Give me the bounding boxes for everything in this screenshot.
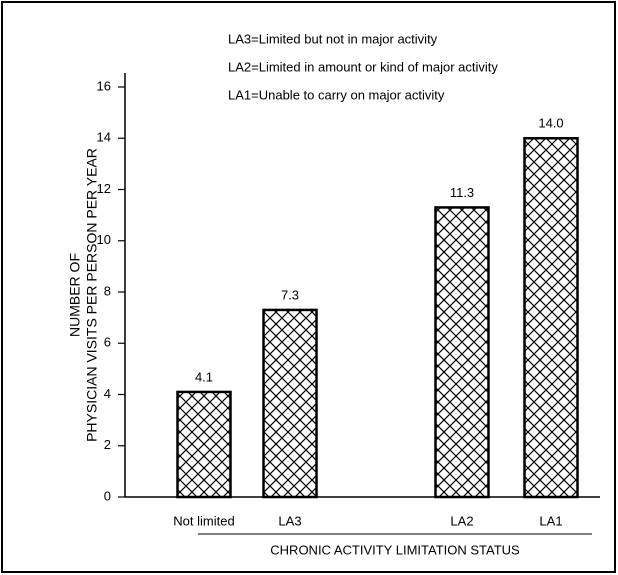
value-label: 7.3 [281, 287, 299, 302]
value-label: 11.3 [450, 185, 474, 200]
note: LA1=Unable to carry on major activity [228, 87, 445, 102]
y-tick-label: 8 [104, 283, 111, 298]
y-axis-title: PHYSICIAN VISITS PER PERSON PER YEAR [84, 148, 100, 442]
y-tick-label: 16 [97, 78, 111, 93]
bar [523, 137, 579, 499]
y-tick-label: 4 [104, 386, 111, 401]
bar [434, 206, 490, 499]
y-tick-label: 10 [97, 232, 111, 247]
x-tick-label: LA3 [278, 513, 301, 528]
y-tick-label: 12 [97, 181, 111, 196]
note: LA2=Limited in amount or kind of major a… [228, 59, 498, 74]
value-label: 4.1 [195, 369, 213, 384]
y-axis-title: NUMBER OF [67, 253, 83, 337]
value-label: 14.0 [538, 116, 563, 131]
x-tick-label: LA2 [450, 513, 473, 528]
x-axis-title: CHRONIC ACTIVITY LIMITATION STATUS [270, 542, 520, 557]
y-tick-label: 14 [97, 130, 111, 145]
bar [176, 390, 232, 499]
y-tick-label: 2 [104, 437, 111, 452]
y-tick-label: 6 [104, 335, 111, 350]
x-tick-label: LA1 [539, 513, 562, 528]
y-tick-label: 0 [104, 488, 111, 503]
x-tick-label: Not limited [173, 513, 234, 528]
note: LA3=Limited but not in major activity [228, 31, 438, 46]
bar [262, 308, 318, 499]
